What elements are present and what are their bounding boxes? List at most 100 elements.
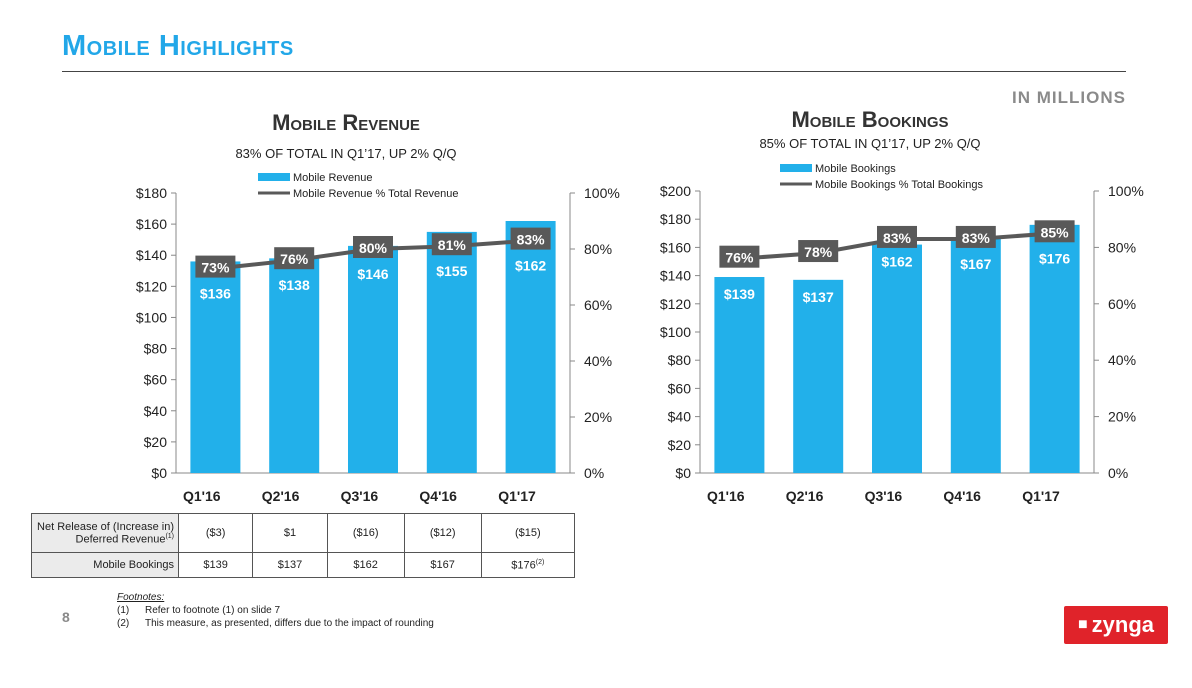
revenue-pct-label-box	[274, 247, 315, 270]
table-cell: $1	[252, 513, 328, 553]
bookings-value-label: $176	[1039, 250, 1070, 266]
bookings-pct-label: 85%	[1041, 224, 1070, 240]
table-cell: ($16)	[326, 513, 405, 553]
bookings-bar	[1029, 224, 1080, 473]
revenue-value-label: $136	[200, 286, 231, 302]
bookings-pct-label-box	[798, 240, 839, 263]
row1-label-footnote: (1)	[165, 532, 174, 540]
table-cell-value: $176	[511, 559, 536, 572]
logo-text: zynga	[1091, 612, 1155, 637]
revenue-bar	[348, 245, 398, 473]
revenue-right-tick-label: 0%	[584, 465, 604, 481]
revenue-category-label: Q3'16	[341, 488, 379, 504]
revenue-legend-line-label: Mobile Revenue % Total Revenue	[293, 188, 459, 200]
revenue-left-tick-label: $80	[144, 341, 168, 357]
table-cell: $137	[252, 552, 328, 578]
revenue-pct-label: 73%	[201, 260, 230, 276]
bookings-pct-label-box	[877, 225, 917, 248]
revenue-category-label: Q2'16	[262, 488, 300, 504]
revenue-category-label: Q1'17	[498, 488, 536, 504]
table-row: Mobile Bookings $139 $137 $162 $167 $176…	[31, 552, 576, 578]
bookings-legend-line-label: Mobile Bookings % Total Bookings	[815, 179, 983, 191]
bookings-right-tick-label: 40%	[1108, 352, 1136, 368]
footnote-text: This measure, as presented, differs due …	[145, 618, 434, 629]
bookings-left-tick-label: $160	[660, 239, 691, 255]
bookings-pct-label: 76%	[725, 250, 754, 266]
table-cell: ($3)	[177, 513, 254, 553]
revenue-right-tick-label: 20%	[584, 409, 612, 425]
bookings-legend-bar-label: Mobile Bookings	[815, 163, 896, 175]
table-cell: $162	[326, 552, 405, 578]
title-divider	[62, 71, 1126, 72]
revenue-left-tick-label: $160	[136, 216, 167, 232]
bookings-right-tick-label: 0%	[1108, 465, 1128, 481]
revenue-pct-label-box	[431, 233, 472, 256]
bookings-left-tick-label: $20	[668, 437, 692, 453]
revenue-left-tick-label: $60	[144, 372, 168, 388]
revenue-bar	[269, 258, 320, 473]
table-cell: $139	[177, 552, 254, 578]
revenue-pct-label: 83%	[517, 232, 546, 248]
table-row: Net Release of (Increase in) Deferred Re…	[31, 513, 576, 553]
revenue-chart-subtitle: 83% OF TOTAL IN Q1’17, UP 2% Q/Q	[235, 146, 457, 161]
bookings-left-tick-label: $180	[660, 211, 691, 227]
revenue-pct-label: 80%	[359, 240, 388, 256]
dog-icon: ■	[1077, 616, 1088, 633]
revenue-right-tick-label: 40%	[584, 353, 612, 369]
revenue-bar	[426, 231, 477, 473]
page-title: Mobile Highlights	[62, 30, 294, 62]
table-cell: ($12)	[403, 513, 482, 553]
bookings-bar	[950, 237, 1001, 473]
revenue-left-tick-label: $20	[144, 434, 168, 450]
revenue-bar	[505, 221, 556, 473]
bookings-left-tick-label: $80	[668, 352, 692, 368]
bookings-value-label: $167	[960, 256, 991, 272]
bookings-category-label: Q3'16	[865, 488, 903, 504]
bookings-value-label: $139	[724, 286, 755, 302]
revenue-value-label: $146	[357, 266, 388, 282]
bookings-chart-title: Mobile Bookings	[791, 107, 949, 132]
revenue-category-label: Q1'16	[183, 488, 221, 504]
bookings-left-tick-label: $40	[668, 409, 692, 425]
table-row-label: Net Release of (Increase in) Deferred Re…	[31, 513, 179, 553]
row2-label: Mobile Bookings	[31, 552, 179, 578]
row1-label-line1: Net Release of (Increase in)	[37, 520, 174, 533]
footnote-number: (1)	[117, 605, 130, 616]
bookings-right-tick-label: 80%	[1108, 239, 1136, 255]
bookings-right-tick-label: 60%	[1108, 296, 1136, 312]
revenue-left-tick-label: $180	[136, 185, 167, 201]
bookings-right-tick-label: 100%	[1108, 183, 1144, 199]
revenue-pct-label: 76%	[280, 251, 309, 267]
bookings-bar	[872, 244, 922, 473]
bookings-pct-label: 83%	[883, 230, 912, 246]
revenue-right-tick-label: 80%	[584, 241, 612, 257]
revenue-pct-label-box	[510, 227, 551, 250]
units-label: IN MILLIONS	[1012, 88, 1126, 107]
bookings-pct-label: 83%	[962, 230, 991, 246]
table-cell: ($15)	[480, 513, 576, 553]
row1-label-line2: Deferred Revenue	[75, 533, 166, 546]
bookings-right-tick-label: 20%	[1108, 409, 1136, 425]
bookings-category-label: Q4'16	[943, 488, 981, 504]
revenue-pct-label-box	[195, 255, 236, 278]
revenue-value-label: $155	[436, 263, 467, 279]
revenue-bar	[190, 261, 241, 473]
revenue-pct-label-box	[353, 236, 393, 258]
page-number: 8	[62, 609, 70, 625]
revenue-legend-bar-swatch	[258, 173, 290, 181]
revenue-chart-title: Mobile Revenue	[272, 110, 420, 135]
footnote-1: (1) Refer to footnote (1) on slide 7	[117, 605, 280, 616]
bookings-pct-label: 78%	[804, 244, 833, 260]
footnotes-title: Footnotes:	[117, 592, 165, 603]
bookings-value-label: $162	[881, 254, 912, 270]
bookings-category-label: Q1'16	[707, 488, 745, 504]
bookings-left-tick-label: $140	[660, 268, 691, 284]
bookings-bar	[793, 279, 844, 473]
bookings-category-label: Q1'17	[1022, 488, 1060, 504]
footnote-number: (2)	[117, 618, 130, 629]
revenue-left-tick-label: $120	[136, 278, 167, 294]
revenue-left-tick-label: $100	[136, 309, 167, 325]
zynga-logo: ■ zynga	[1064, 606, 1168, 644]
bookings-left-tick-label: $200	[660, 183, 691, 199]
